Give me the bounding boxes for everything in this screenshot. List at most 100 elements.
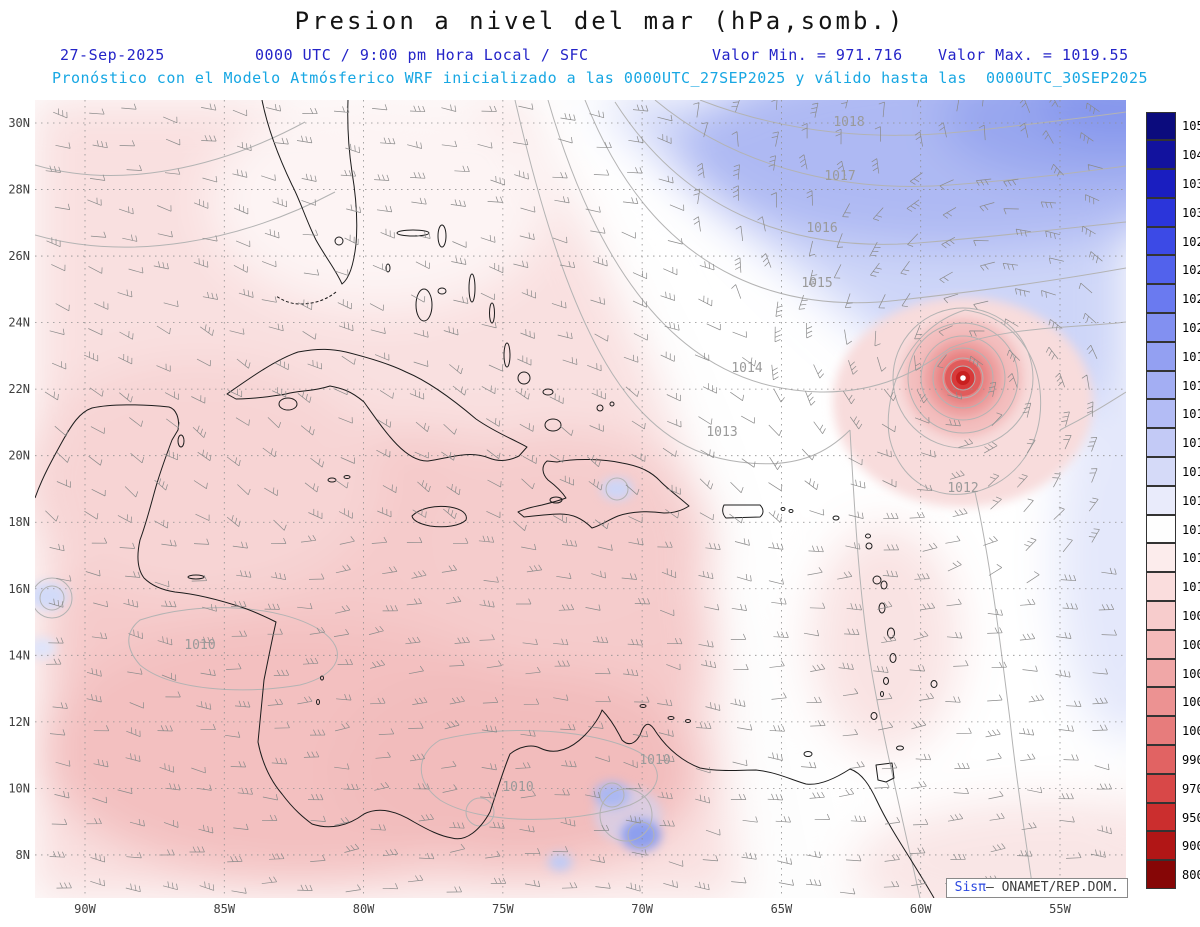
colorbar-entry: 1000 bbox=[1146, 716, 1200, 746]
colorbar-entry: 1006 bbox=[1146, 629, 1200, 659]
colorbar-swatch bbox=[1146, 341, 1176, 371]
colorbar-value: 1016 bbox=[1182, 436, 1200, 451]
colorbar-swatch bbox=[1146, 255, 1176, 285]
lat-label: 28N bbox=[8, 183, 30, 197]
colorbar-value: 1035 bbox=[1182, 176, 1200, 191]
colorbar-entry: 1002 bbox=[1146, 687, 1200, 717]
lat-label: 22N bbox=[8, 382, 30, 396]
colorbar-value: 1017 bbox=[1182, 407, 1200, 422]
colorbar-value: 1015 bbox=[1182, 464, 1200, 479]
colorbar-swatch bbox=[1146, 658, 1176, 688]
colorbar-swatch bbox=[1146, 284, 1176, 314]
lat-label: 12N bbox=[8, 715, 30, 729]
colorbar-swatch bbox=[1146, 428, 1176, 458]
colorbar-value: 1014 bbox=[1182, 493, 1200, 508]
colorbar-swatch bbox=[1146, 802, 1176, 832]
contour-label: 1010 bbox=[184, 638, 215, 653]
contour-label: 1010 bbox=[639, 753, 670, 768]
colorbar-entry: 1014 bbox=[1146, 485, 1200, 515]
colorbar-entry: 1012 bbox=[1146, 543, 1200, 573]
colorbar-swatch bbox=[1146, 745, 1176, 774]
colorbar-entry: 1028 bbox=[1146, 226, 1200, 256]
lat-label: 20N bbox=[8, 449, 30, 463]
lon-label: 55W bbox=[1049, 902, 1071, 916]
colorbar-value: 1028 bbox=[1182, 234, 1200, 249]
colorbar-entry: 1019 bbox=[1146, 341, 1200, 371]
colorbar-entry: 1018 bbox=[1146, 370, 1200, 400]
colorbar-value: 1000 bbox=[1182, 724, 1200, 739]
colorbar-entry: 950 bbox=[1146, 802, 1200, 832]
lon-label: 85W bbox=[213, 902, 235, 916]
colorbar-entry: 1040 bbox=[1146, 140, 1200, 170]
lon-label: 75W bbox=[492, 902, 514, 916]
colorbar-value: 900 bbox=[1182, 839, 1200, 854]
credit-org: – ONAMET/REP.DOM. bbox=[985, 880, 1119, 895]
contour-label: 1010 bbox=[502, 780, 533, 795]
lat-label: 18N bbox=[8, 515, 30, 529]
colorbar-value: 1018 bbox=[1182, 378, 1200, 393]
lat-lon-grid bbox=[35, 100, 1126, 898]
header-line-1: 27-Sep-2025 0000 UTC / 9:00 pm Hora Loca… bbox=[0, 46, 1200, 66]
colorbar-value: 1020 bbox=[1182, 320, 1200, 335]
contour-label: 1013 bbox=[706, 425, 737, 440]
colorbar-swatch bbox=[1146, 169, 1176, 198]
colorbar-value: 990 bbox=[1182, 752, 1200, 767]
max-value-label: Valor Max. = 1019.55 bbox=[938, 46, 1129, 64]
colorbar-value: 1030 bbox=[1182, 205, 1200, 220]
colorbar-entry: 1035 bbox=[1146, 169, 1200, 199]
colorbar-entry: 1013 bbox=[1146, 514, 1200, 544]
storm-center bbox=[960, 375, 966, 381]
contour-labels: 1018 1017 1016 1015 1014 1013 1012 1010 1010 1010 bbox=[184, 115, 978, 795]
colorbar-value: 1010 bbox=[1182, 580, 1200, 595]
lat-label: 14N bbox=[8, 648, 30, 662]
colorbar-swatch bbox=[1146, 226, 1176, 256]
colorbar-value: 1040 bbox=[1182, 148, 1200, 163]
contour-label: 1012 bbox=[947, 481, 978, 496]
colorbar-entry: 1022 bbox=[1146, 284, 1200, 314]
contour-label: 1014 bbox=[731, 361, 762, 376]
colorbar-swatch bbox=[1146, 601, 1176, 630]
colorbar-swatch bbox=[1146, 485, 1176, 515]
model-info-line: Pronóstico con el Modelo Atmósferico WRF… bbox=[51, 69, 1149, 87]
lat-label: 8N bbox=[16, 848, 30, 862]
colorbar-swatch bbox=[1146, 860, 1176, 890]
valid-time: 0000 UTC / 9:00 pm Hora Local / SFC bbox=[255, 46, 589, 64]
colorbar: 1050 1040 1035 1030 1028 1025 1022 1020 1019 1018… bbox=[1146, 111, 1200, 890]
colorbar-entry: 1030 bbox=[1146, 197, 1200, 227]
min-value-label: Valor Min. = 971.716 bbox=[712, 46, 903, 64]
colorbar-entry: 970 bbox=[1146, 773, 1200, 803]
colorbar-entry: 1017 bbox=[1146, 399, 1200, 429]
colorbar-value: 1004 bbox=[1182, 666, 1200, 681]
lon-label: 70W bbox=[631, 902, 653, 916]
lat-label: 10N bbox=[8, 781, 30, 795]
colorbar-swatch bbox=[1146, 457, 1176, 486]
colorbar-swatch bbox=[1146, 111, 1176, 141]
colorbar-entry: 1050 bbox=[1146, 111, 1200, 141]
colorbar-entry: 1008 bbox=[1146, 601, 1200, 631]
lat-label: 30N bbox=[8, 116, 30, 130]
colorbar-entry: 800 bbox=[1146, 860, 1200, 890]
colorbar-swatch bbox=[1146, 399, 1176, 429]
lon-label: 90W bbox=[74, 902, 96, 916]
pressure-shading bbox=[35, 100, 1126, 898]
colorbar-value: 1012 bbox=[1182, 551, 1200, 566]
colorbar-swatch bbox=[1146, 572, 1176, 602]
colorbar-swatch bbox=[1146, 313, 1176, 342]
forecast-date: 27-Sep-2025 bbox=[60, 46, 165, 64]
axis-labels: 90W 85W 80W 75W 70W 65W 60W 55W 30N 28N 26N 24N 22N 2… bbox=[8, 116, 1071, 916]
colorbar-entry: 1004 bbox=[1146, 658, 1200, 688]
colorbar-swatch bbox=[1146, 716, 1176, 746]
coastlines bbox=[35, 100, 938, 898]
colorbar-entry: 1020 bbox=[1146, 313, 1200, 343]
colorbar-value: 1022 bbox=[1182, 292, 1200, 307]
colorbar-value: 1050 bbox=[1182, 119, 1200, 134]
lon-label: 80W bbox=[353, 902, 375, 916]
lon-label: 65W bbox=[771, 902, 793, 916]
contour-label: 1018 bbox=[833, 115, 864, 130]
contour-label: 1015 bbox=[801, 276, 832, 291]
colorbar-entry: 900 bbox=[1146, 831, 1200, 861]
colorbar-swatch bbox=[1146, 543, 1176, 573]
colorbar-swatch bbox=[1146, 629, 1176, 659]
